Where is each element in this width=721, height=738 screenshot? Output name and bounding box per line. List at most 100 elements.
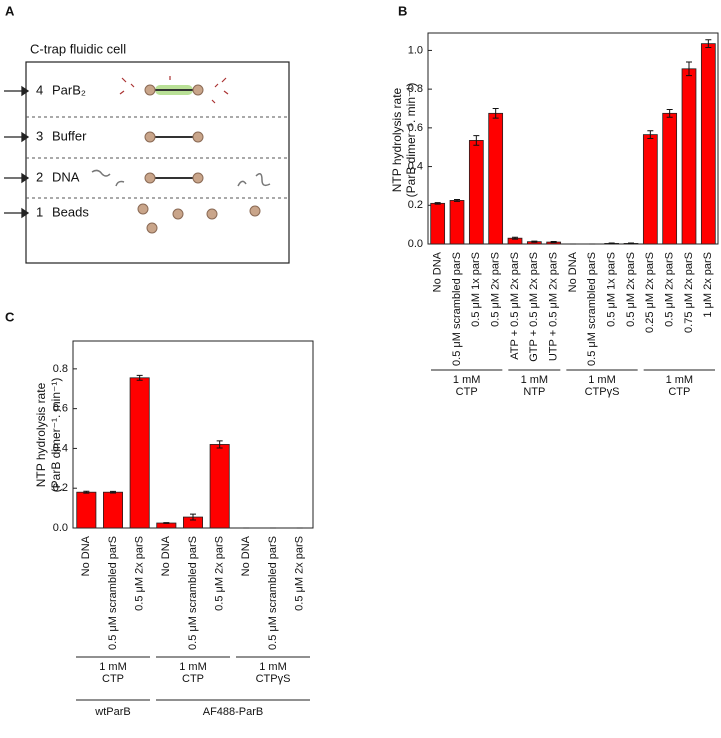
- section-label: wtParB: [94, 706, 130, 718]
- panel-label: B: [398, 3, 407, 18]
- x-tick-label: 0.5 μM 2x parS: [134, 536, 146, 611]
- x-tick-label: 0.5 μM 2x parS: [664, 252, 676, 327]
- error-bar: [83, 490, 90, 494]
- group-label: NTP: [523, 386, 545, 398]
- dividers: [26, 116, 289, 199]
- bar: [430, 202, 446, 245]
- x-tick-label: No DNA: [567, 251, 579, 292]
- x-tick-label: ATP + 0.5 μM 2x parS: [509, 252, 521, 360]
- x-tick-label: 0.5 μM scrambled parS: [451, 252, 463, 366]
- channel-label: ParB₂: [52, 82, 86, 97]
- bar: [449, 200, 465, 245]
- channel-label: Buffer: [52, 128, 87, 143]
- group-label: CTP: [456, 386, 478, 398]
- group-label: 1 mM: [99, 661, 127, 673]
- panel-label: C: [5, 309, 15, 324]
- bar: [76, 491, 97, 529]
- bar: [468, 140, 484, 245]
- bar: [488, 112, 504, 245]
- error-bar: [492, 107, 499, 119]
- group-label: 1 mM: [453, 374, 481, 386]
- group-label: 1 mM: [521, 374, 549, 386]
- x-tick-label: 0.5 μM 2x parS: [214, 536, 226, 611]
- y-tick-label: 0.2: [53, 482, 68, 494]
- section-label: AF488-ParB: [203, 706, 264, 718]
- bar: [700, 43, 716, 245]
- x-tick-label: 1 μM 2x parS: [702, 252, 714, 318]
- y-axis-label: NTP hydrolysis rate: [390, 87, 404, 192]
- diagram: C-trap fluidic cell 4 ParB₂ 3 Buffer 2 D…: [4, 41, 290, 264]
- error-bar: [608, 242, 615, 245]
- error-bar: [647, 130, 654, 139]
- error-bar: [512, 236, 518, 240]
- bar: [209, 444, 230, 529]
- channel-number: 3: [36, 128, 43, 143]
- x-tick-label: 0.75 μM 2x parS: [683, 252, 695, 333]
- y-tick-label: 0.0: [53, 522, 68, 534]
- y-tick-label: 0.8: [53, 363, 68, 375]
- x-tick-label: 0.5 μM 2x parS: [294, 536, 306, 611]
- channel-label: Beads: [52, 204, 89, 219]
- x-tick-label: 0.5 μM 1x parS: [606, 252, 618, 327]
- channel-number: 4: [36, 82, 43, 97]
- group-label: 1 mM: [179, 661, 207, 673]
- channel-number: 2: [36, 169, 43, 184]
- x-tick-label: No DNA: [160, 535, 172, 576]
- y-tick-label: 0.2: [408, 199, 423, 211]
- y-axis-label: NTP hydrolysis rate: [34, 382, 48, 487]
- x-tick-label: 0.5 μM 1x parS: [470, 252, 482, 327]
- y-tick-label: 0.4: [408, 160, 423, 172]
- y-tick-label: 0.4: [53, 442, 68, 454]
- group-label: CTP: [182, 673, 204, 685]
- error-bar: [163, 522, 170, 524]
- error-bar: [454, 198, 460, 202]
- group-label: 1 mM: [259, 661, 287, 673]
- bar: [662, 112, 678, 245]
- x-tick-label: 0.5 μM scrambled parS: [267, 536, 279, 650]
- error-bar: [628, 242, 634, 245]
- error-bar: [473, 135, 480, 146]
- error-bar: [434, 202, 441, 205]
- channel-label: DNA: [52, 169, 80, 184]
- bar: [103, 491, 124, 529]
- y-axis-label: (ParB dimer⁻¹. min⁻¹): [404, 83, 418, 198]
- error-bar: [216, 440, 223, 449]
- y-tick-label: 0.8: [408, 83, 423, 95]
- error-bar: [550, 240, 557, 244]
- group-label: CTPγS: [256, 673, 291, 685]
- group-label: CTP: [102, 673, 124, 685]
- group-label: 1 mM: [588, 374, 616, 386]
- x-tick-label: GTP + 0.5 μM 2x parS: [528, 252, 540, 362]
- x-tick-label: 0.5 μM scrambled parS: [187, 536, 199, 650]
- bar: [642, 134, 658, 245]
- y-axis-label: (ParB dimer⁻¹. min⁻¹): [49, 378, 63, 493]
- error-bar: [190, 513, 196, 521]
- y-tick-label: 0.6: [53, 403, 68, 415]
- error-bar: [686, 61, 692, 77]
- group-label: CTP: [668, 386, 690, 398]
- error-bar: [110, 490, 116, 494]
- illustration: [91, 76, 271, 234]
- x-tick-label: No DNA: [240, 535, 252, 576]
- arrows: [4, 85, 30, 219]
- group-label: 1 mM: [666, 374, 694, 386]
- error-bar: [531, 240, 538, 243]
- x-tick-label: No DNA: [80, 535, 92, 576]
- x-tick-label: No DNA: [432, 251, 444, 292]
- y-tick-label: 1.0: [408, 44, 423, 56]
- panel-label: A: [5, 3, 15, 18]
- bar: [129, 377, 150, 529]
- x-tick-label: 0.5 μM 2x parS: [625, 252, 637, 327]
- group-label: CTPγS: [585, 386, 620, 398]
- cell-box: [25, 61, 290, 264]
- y-tick-label: 0.0: [408, 238, 423, 250]
- x-tick-label: UTP + 0.5 μM 2x parS: [548, 252, 560, 361]
- error-bar: [705, 39, 712, 49]
- error-bar: [666, 108, 673, 118]
- y-tick-label: 0.6: [408, 122, 423, 134]
- diagram-title: C-trap fluidic cell: [30, 41, 126, 56]
- x-tick-label: 0.5 μM 2x parS: [490, 252, 502, 327]
- x-tick-label: 0.25 μM 2x parS: [644, 252, 656, 333]
- channel-number: 1: [36, 204, 43, 219]
